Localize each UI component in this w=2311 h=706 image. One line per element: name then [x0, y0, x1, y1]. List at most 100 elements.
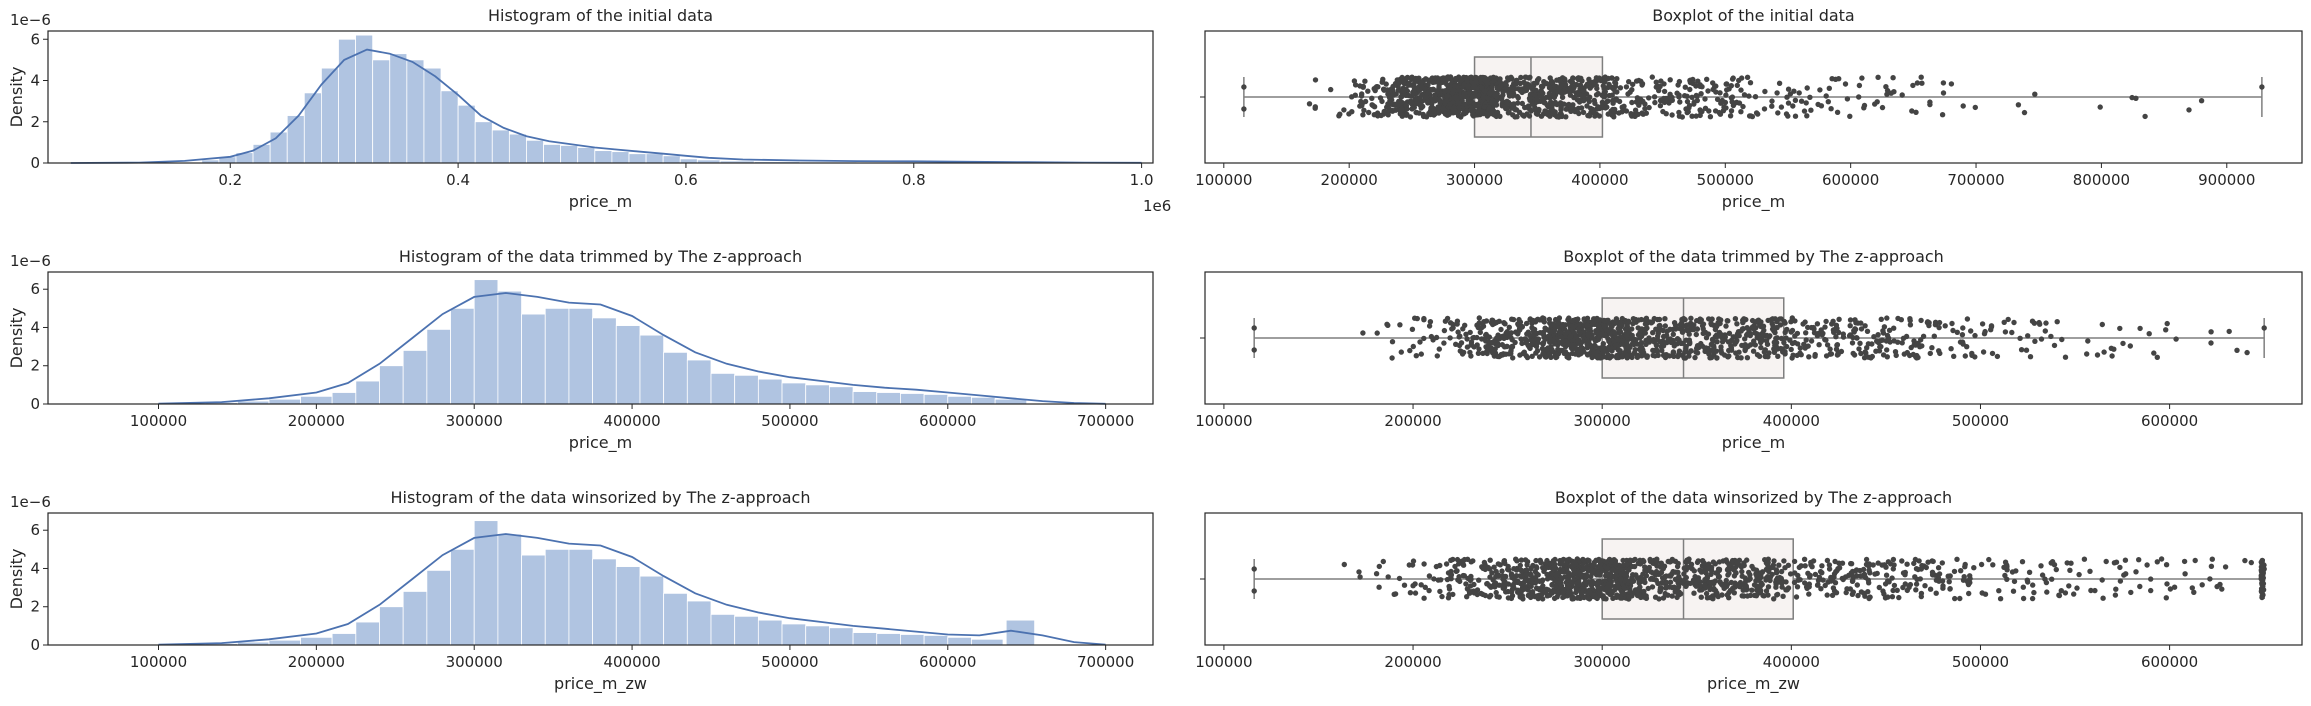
strip-point — [1706, 561, 1712, 567]
strip-point — [1378, 112, 1384, 119]
strip-point — [1709, 316, 1715, 322]
strip-point — [1632, 347, 1638, 353]
strip-point — [1371, 112, 1378, 118]
strip-point — [1418, 79, 1425, 86]
strip-point — [1749, 563, 1755, 570]
strip-point — [1744, 355, 1751, 361]
strip-point — [1807, 572, 1813, 579]
strip-point — [1495, 561, 1502, 567]
strip-point — [1726, 589, 1732, 596]
strip-point — [1517, 562, 1524, 569]
strip-point — [1515, 95, 1522, 101]
x-tick-label: 100000 — [130, 653, 187, 671]
strip-point — [1734, 559, 1741, 566]
strip-point — [1660, 352, 1667, 359]
strip-point — [1650, 330, 1656, 336]
strip-point — [1436, 346, 1443, 352]
y-tick-label: 2 — [30, 598, 40, 616]
strip-point — [1444, 576, 1451, 583]
x-axis-label: price_m — [569, 433, 632, 453]
strip-point — [1914, 80, 1921, 86]
strip-point — [1456, 334, 1462, 340]
strip-point — [1865, 577, 1872, 583]
strip-point — [1601, 323, 1608, 329]
strip-point — [1455, 577, 1461, 583]
strip-point — [1739, 342, 1745, 349]
strip-point — [1803, 337, 1809, 343]
strip-point — [1972, 332, 1978, 339]
strip-point — [1743, 316, 1749, 323]
strip-point — [1917, 344, 1923, 350]
strip-point — [1532, 92, 1538, 98]
strip-point — [1549, 582, 1555, 588]
strip-point — [2085, 338, 2091, 344]
strip-point — [1752, 94, 1759, 100]
histogram-bar-4 — [268, 639, 301, 646]
strip-point — [1670, 349, 1677, 355]
strip-point — [1392, 101, 1398, 107]
strip-point — [1538, 87, 1544, 94]
strip-point — [1657, 323, 1663, 330]
strip-point — [1515, 100, 1521, 106]
strip-point — [1509, 343, 1515, 350]
strip-point — [1805, 343, 1811, 349]
strip-point — [1744, 325, 1750, 331]
histogram-bar-11 — [372, 59, 391, 164]
strip-point — [1349, 94, 1355, 100]
strip-point — [1652, 594, 1659, 600]
strip-point — [2154, 354, 2160, 360]
strip-point — [1487, 346, 1493, 353]
strip-point — [1429, 87, 1435, 93]
subplot-title: Boxplot of the data trimmed by The z-app… — [1563, 247, 1944, 266]
strip-point — [1652, 353, 1658, 359]
histogram-bar-14 — [521, 313, 546, 405]
strip-point — [1510, 104, 1516, 111]
strip-point — [1593, 82, 1600, 89]
strip-point — [1788, 346, 1794, 353]
histogram-bar-16 — [568, 548, 594, 646]
strip-point — [1997, 596, 2004, 602]
strip-point — [2120, 340, 2126, 347]
x-tick-label: 400000 — [603, 412, 660, 430]
strip-point — [1634, 354, 1641, 360]
histogram-bar-22 — [710, 613, 736, 646]
strip-point — [1918, 74, 1924, 80]
strip-point — [1694, 350, 1701, 356]
strip-point — [1515, 331, 1521, 337]
strip-point — [2173, 336, 2179, 342]
strip-point — [1624, 561, 1630, 568]
strip-point — [1544, 576, 1551, 582]
strip-point — [1579, 85, 1585, 91]
strip-point — [1753, 571, 1759, 578]
strip-point — [1538, 560, 1544, 566]
strip-point — [1851, 352, 1858, 358]
strip-point — [1719, 350, 1725, 356]
strip-point — [1703, 590, 1710, 597]
histogram-bar-16 — [457, 104, 476, 164]
strip-point — [1526, 344, 1533, 350]
strip-point — [1801, 108, 1808, 114]
strip-point — [1909, 108, 1915, 114]
strip-point — [1504, 100, 1510, 107]
strip-point — [1571, 330, 1578, 336]
strip-point — [1577, 329, 1583, 336]
strip-point — [1416, 110, 1422, 116]
strip-point — [2087, 568, 2093, 574]
strip-point — [1808, 107, 1814, 113]
strip-point — [1482, 592, 1489, 599]
y-offset-label: 1e−6 — [10, 252, 51, 270]
strip-point — [1559, 81, 1566, 87]
strip-point — [1836, 316, 1842, 322]
strip-point — [1570, 75, 1576, 82]
strip-point — [2163, 595, 2169, 601]
strip-point — [2259, 593, 2265, 599]
strip-point — [2164, 581, 2170, 587]
histogram-bar-14 — [423, 67, 442, 164]
strip-point — [1466, 99, 1472, 105]
strip-point — [2059, 336, 2065, 343]
strip-point — [1450, 556, 1456, 563]
strip-point — [1822, 582, 1828, 589]
strip-point — [1409, 106, 1415, 112]
strip-point — [1667, 579, 1674, 585]
strip-point — [1739, 568, 1745, 575]
